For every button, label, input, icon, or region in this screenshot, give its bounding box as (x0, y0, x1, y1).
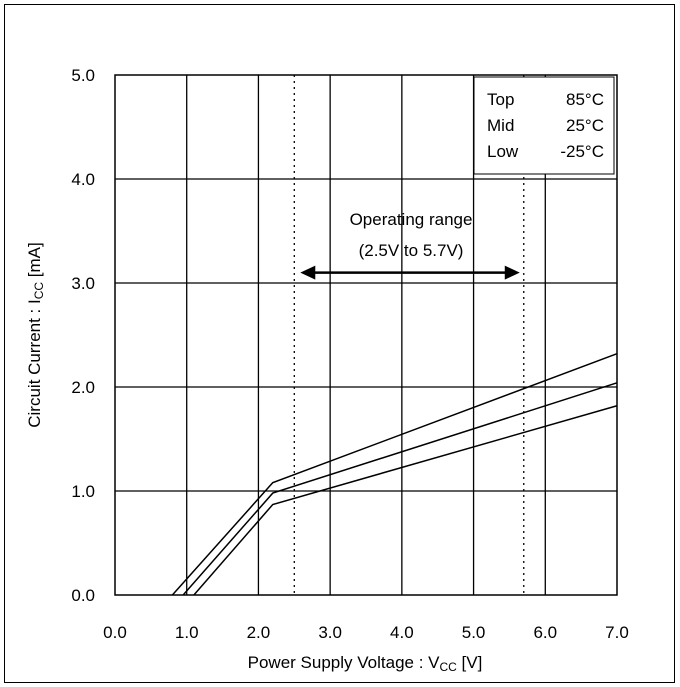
operating-range-arrowhead-right (505, 266, 520, 280)
x-tick-label: 0.0 (103, 623, 127, 642)
x-tick-label: 2.0 (247, 623, 271, 642)
legend-entry-name: Top (487, 90, 514, 109)
legend-entry-name: Mid (487, 116, 514, 135)
x-axis-label: Power Supply Voltage : VCC [V] (248, 653, 483, 674)
x-tick-label: 1.0 (175, 623, 199, 642)
operating-range-arrowhead-left (300, 266, 315, 280)
legend-entry-temp: -25°C (560, 142, 604, 161)
y-tick-label: 4.0 (71, 170, 95, 189)
legend: Top 85°C Mid 25°C Low -25°C (474, 77, 614, 174)
operating-range-sublabel: (2.5V to 5.7V) (359, 241, 464, 260)
legend-entry-temp: 85°C (566, 90, 604, 109)
y-tick-label: 2.0 (71, 378, 95, 397)
x-tick-label: 7.0 (605, 623, 629, 642)
legend-entry-temp: 25°C (566, 116, 604, 135)
y-tick-label: 3.0 (71, 274, 95, 293)
operating-range-label: Operating range (350, 210, 473, 229)
x-tick-label: 4.0 (390, 623, 414, 642)
x-tick-label: 3.0 (318, 623, 342, 642)
x-tick-label: 5.0 (462, 623, 486, 642)
series-line-top (172, 354, 617, 595)
y-tick-label: 5.0 (71, 66, 95, 85)
x-tick-label: 6.0 (533, 623, 557, 642)
series-line-mid (183, 383, 617, 595)
y-tick-label: 0.0 (71, 586, 95, 605)
series-group (172, 354, 617, 595)
y-tick-label: 1.0 (71, 482, 95, 501)
y-axis-label: Circuit Current : ICC [mA] (25, 242, 46, 428)
legend-entry-name: Low (487, 142, 519, 161)
